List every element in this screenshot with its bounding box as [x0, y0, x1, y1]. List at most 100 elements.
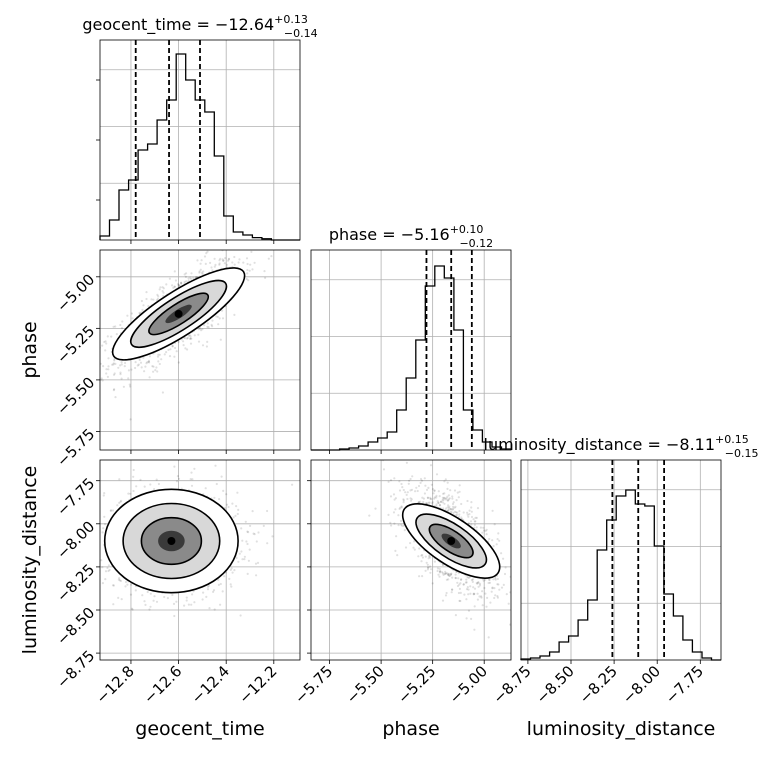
sample-point [227, 258, 230, 261]
sample-point [190, 272, 193, 275]
sample-point [425, 502, 429, 505]
sample-point [481, 604, 484, 607]
sample-point [198, 271, 201, 274]
sample-point [237, 261, 240, 264]
sample-point [447, 504, 450, 507]
sample-point [449, 573, 453, 576]
sample-point [221, 258, 224, 261]
sample-point [398, 507, 401, 510]
sample-point [409, 542, 412, 545]
sample-point [180, 282, 183, 285]
sample-point [155, 478, 158, 481]
sample-point [478, 595, 481, 598]
sample-point [270, 255, 273, 258]
sample-point [190, 337, 193, 340]
sample-point [190, 603, 193, 606]
sample-point [442, 496, 446, 499]
sample-point [138, 358, 141, 362]
panel-body [311, 460, 511, 660]
sample-point [154, 369, 157, 372]
sample-point [271, 229, 273, 231]
sample-point [487, 581, 490, 585]
sample-point [445, 572, 448, 575]
sample-point [498, 539, 501, 542]
sample-point [156, 370, 159, 373]
density-peak [174, 309, 183, 318]
sample-point [493, 596, 496, 600]
sample-point [504, 566, 507, 569]
sample-point [460, 502, 463, 506]
title-sup: +0.10 [450, 223, 484, 236]
sample-point [421, 553, 424, 557]
sample-point [206, 585, 210, 588]
x-axis-label-phase: phase [382, 718, 439, 740]
sample-point [147, 360, 150, 363]
sample-point [253, 261, 256, 264]
sample-point [157, 360, 160, 363]
sample-point [449, 508, 452, 511]
sample-point [219, 338, 222, 341]
sample-point [463, 593, 466, 596]
sample-point [453, 510, 456, 513]
sample-point [471, 580, 474, 584]
sample-point [482, 526, 485, 529]
sample-point [426, 496, 429, 499]
x-tick-label: −5.50 [343, 662, 388, 707]
sample-point [102, 494, 105, 497]
sample-point [143, 485, 146, 488]
sample-point [102, 365, 105, 368]
sample-point [152, 365, 155, 368]
sample-point [459, 578, 463, 582]
sample-point [202, 591, 205, 594]
sample-point [106, 375, 109, 378]
sample-point [453, 506, 456, 509]
x-tick-label: −12.8 [93, 662, 138, 707]
sample-point [498, 588, 501, 591]
x-tick-label: −12.6 [140, 662, 185, 707]
sample-point [460, 578, 463, 581]
sample-point [143, 370, 146, 373]
sample-point [445, 578, 448, 581]
sample-point [424, 569, 427, 572]
sample-point [460, 516, 463, 519]
sample-point [416, 489, 419, 493]
sample-point [116, 504, 119, 507]
sample-point [249, 263, 252, 266]
sample-point [429, 565, 432, 568]
sample-point [132, 475, 135, 478]
sample-point [445, 507, 448, 510]
sample-point [436, 569, 439, 573]
sample-point [248, 269, 251, 272]
sample-point [417, 484, 421, 488]
sample-point [129, 385, 132, 388]
sample-point [409, 497, 412, 500]
y-axis-label-luminosity_distance: luminosity_distance [19, 466, 41, 655]
sample-point [111, 584, 115, 587]
sample-point [424, 555, 427, 558]
sample-point [457, 515, 461, 518]
sample-point [104, 570, 108, 573]
sample-point [112, 584, 115, 587]
sample-point [251, 510, 254, 513]
sample-point [118, 577, 121, 580]
sample-point [199, 262, 202, 265]
sample-point [447, 508, 450, 512]
sample-point [429, 556, 432, 559]
sample-point [218, 498, 221, 501]
sample-point [159, 286, 162, 289]
x-tick-label: −5.00 [446, 662, 491, 707]
sample-point [163, 595, 166, 599]
sample-point [188, 334, 191, 337]
sample-point [161, 290, 164, 293]
sample-point [417, 501, 420, 504]
sample-point [441, 496, 444, 499]
sample-point [229, 568, 232, 572]
sample-point [148, 608, 151, 611]
sample-point [446, 487, 449, 490]
sample-point [241, 539, 244, 542]
sample-point [142, 356, 145, 359]
sample-point [253, 533, 256, 536]
sample-point [456, 581, 459, 584]
sample-point [462, 511, 465, 514]
sample-point [107, 569, 110, 573]
